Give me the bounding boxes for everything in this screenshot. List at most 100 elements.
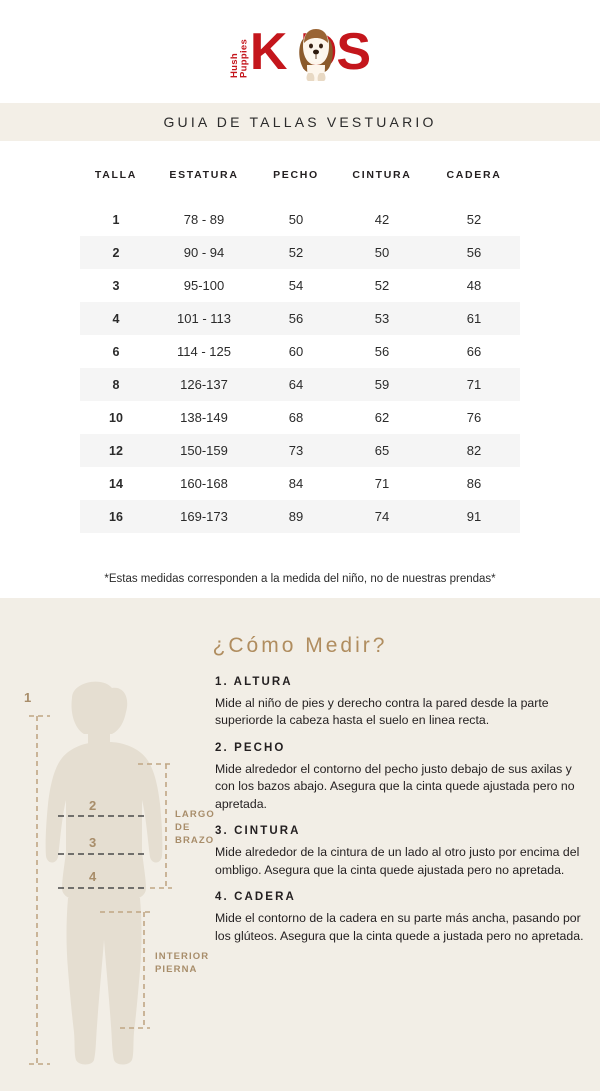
cell-estatura: 114 - 125 bbox=[177, 344, 231, 359]
table-row: 16 169-173 89 74 91 bbox=[80, 500, 520, 533]
cell-cintura: 42 bbox=[374, 212, 390, 227]
step-title-altura: 1. ALTURA bbox=[215, 676, 293, 688]
table-row: 2 90 - 94 52 50 56 bbox=[80, 236, 520, 269]
cell-cintura: 62 bbox=[374, 410, 390, 425]
column-header-talla: TALLA bbox=[94, 169, 138, 181]
body-silhouette-diagram bbox=[29, 681, 172, 1065]
cell-cadera: 71 bbox=[428, 368, 520, 401]
guide-title-band: GUIA DE TALLAS VESTUARIO bbox=[0, 103, 600, 141]
step-title-cadera: 4. CADERA bbox=[215, 891, 296, 904]
cell-cadera: 48 bbox=[466, 278, 482, 293]
column-header-estatura: ESTATURA bbox=[169, 169, 239, 181]
table-row: 1 78 - 89 50 42 52 bbox=[80, 203, 520, 236]
cell-talla: 8 bbox=[80, 368, 152, 401]
measure-step-cadera: 4. CADERA Mide el contorno de la cadera … bbox=[215, 891, 585, 945]
cell-cadera: 86 bbox=[466, 476, 482, 491]
cell-cadera: 52 bbox=[466, 212, 482, 227]
table-row: 6 114 - 125 60 56 66 bbox=[80, 335, 520, 368]
column-header-pecho: PECHO bbox=[273, 169, 319, 181]
inseam-label: INTERIOR PIERNA bbox=[155, 951, 209, 977]
measure-step-pecho: 2. PECHO Mide alrededor el contorno del … bbox=[215, 742, 585, 813]
cell-estatura: 126-137 bbox=[152, 368, 256, 401]
size-table-section: TALLA ESTATURA PECHO CINTURA CADERA 1 78… bbox=[0, 141, 600, 585]
arm-length-line-2: DE bbox=[175, 821, 191, 833]
cell-cintura: 65 bbox=[336, 434, 428, 467]
inseam-line-2: PIERNA bbox=[155, 963, 198, 975]
table-row: 4 101 - 113 56 53 61 bbox=[80, 302, 520, 335]
step-body-cadera: Mide el contorno de la cadera en su part… bbox=[215, 911, 584, 943]
cell-pecho: 64 bbox=[256, 368, 336, 401]
how-to-measure-title: ¿Cómo Medir? bbox=[212, 634, 388, 657]
child-silhouette-icon bbox=[45, 681, 163, 1065]
cell-pecho: 84 bbox=[288, 476, 304, 491]
cell-cadera: 61 bbox=[428, 302, 520, 335]
diagram-marker-3: 3 bbox=[89, 835, 97, 850]
brand-letters-ds: DS bbox=[299, 22, 371, 81]
cell-talla: 10 bbox=[109, 410, 123, 425]
cell-cintura: 50 bbox=[336, 236, 428, 269]
page-title: GUIA DE TALLAS VESTUARIO bbox=[163, 114, 437, 130]
cell-talla: 4 bbox=[80, 302, 152, 335]
cell-talla: 12 bbox=[80, 434, 152, 467]
cell-pecho: 52 bbox=[256, 236, 336, 269]
step-title-pecho: 2. PECHO bbox=[215, 741, 286, 754]
cell-cintura: 59 bbox=[336, 368, 428, 401]
table-row: 10 138-149 68 62 76 bbox=[80, 401, 520, 434]
cell-cintura: 71 bbox=[374, 476, 390, 491]
cell-cintura: 74 bbox=[336, 500, 428, 533]
cell-estatura: 150-159 bbox=[152, 434, 256, 467]
cell-talla: 6 bbox=[112, 344, 120, 359]
inseam-line-1: INTERIOR bbox=[155, 951, 210, 962]
measurement-dash-lines bbox=[29, 715, 172, 1065]
brand-letter-k: K bbox=[249, 22, 288, 81]
measure-step-altura: 1. ALTURA Mide al niño de pies y derecho… bbox=[215, 676, 585, 730]
cell-cadera: 76 bbox=[466, 410, 482, 425]
cell-cadera: 56 bbox=[428, 236, 520, 269]
cell-estatura: 78 - 89 bbox=[183, 212, 225, 227]
table-header-row: TALLA ESTATURA PECHO CINTURA CADERA bbox=[80, 163, 520, 203]
column-header-cintura: CINTURA bbox=[352, 169, 412, 181]
cell-pecho: 54 bbox=[288, 278, 304, 293]
logo-header: Hush Puppies KIDS bbox=[0, 0, 600, 103]
cell-pecho: 50 bbox=[288, 212, 304, 227]
cell-cadera: 82 bbox=[428, 434, 520, 467]
cell-talla: 3 bbox=[112, 278, 120, 293]
table-footnote: *Estas medidas corresponden a la medida … bbox=[104, 573, 496, 585]
cell-estatura: 90 - 94 bbox=[152, 236, 256, 269]
arm-length-label: LARGO DE BRAZO bbox=[175, 809, 215, 847]
cell-cintura: 56 bbox=[374, 344, 390, 359]
cell-pecho: 73 bbox=[256, 434, 336, 467]
cell-talla: 14 bbox=[109, 476, 123, 491]
cell-talla: 16 bbox=[80, 500, 152, 533]
cell-cadera: 91 bbox=[428, 500, 520, 533]
step-body-pecho: Mide alrededor el contorno del pecho jus… bbox=[215, 761, 575, 811]
cell-estatura: 160-168 bbox=[180, 476, 228, 491]
cell-cadera: 66 bbox=[466, 344, 482, 359]
table-row: 3 95-100 54 52 48 bbox=[80, 269, 520, 302]
arm-length-line-3: BRAZO bbox=[175, 834, 215, 846]
table-row: 12 150-159 73 65 82 bbox=[80, 434, 520, 467]
size-chart-table: TALLA ESTATURA PECHO CINTURA CADERA 1 78… bbox=[80, 163, 520, 533]
diagram-marker-2: 2 bbox=[89, 798, 97, 813]
diagram-marker-1: 1 bbox=[24, 690, 32, 705]
step-title-cintura: 3. CINTURA bbox=[215, 825, 301, 838]
cell-cintura: 52 bbox=[374, 278, 390, 293]
cell-estatura: 169-173 bbox=[152, 500, 256, 533]
body-measurement-diagram: 1 2 3 4 LARGO DE BRAZO INTERIOR PIERNA bbox=[0, 676, 215, 1076]
measure-instructions: 1. ALTURA Mide al niño de pies y derecho… bbox=[215, 676, 600, 1076]
cell-talla: 2 bbox=[80, 236, 152, 269]
table-row: 8 126-137 64 59 71 bbox=[80, 368, 520, 401]
step-body-altura: Mide al niño de pies y derecho contra la… bbox=[215, 696, 549, 728]
how-to-measure-section: ¿Cómo Medir? bbox=[0, 598, 600, 1091]
cell-cintura: 53 bbox=[336, 302, 428, 335]
cell-pecho: 56 bbox=[256, 302, 336, 335]
brand-logo: Hush Puppies KIDS bbox=[229, 22, 371, 81]
cell-estatura: 138-149 bbox=[180, 410, 228, 425]
cell-pecho: 89 bbox=[256, 500, 336, 533]
table-row: 14 160-168 84 71 86 bbox=[80, 467, 520, 500]
table-body: 1 78 - 89 50 42 52 2 90 - 94 52 50 56 3 … bbox=[80, 203, 520, 533]
cell-estatura: 95-100 bbox=[183, 278, 225, 293]
step-body-cintura: Mide alrededor de la cintura de un lado … bbox=[215, 845, 580, 877]
measure-step-cintura: 3. CINTURA Mide alrededor de la cintura … bbox=[215, 825, 585, 879]
cell-pecho: 60 bbox=[288, 344, 304, 359]
